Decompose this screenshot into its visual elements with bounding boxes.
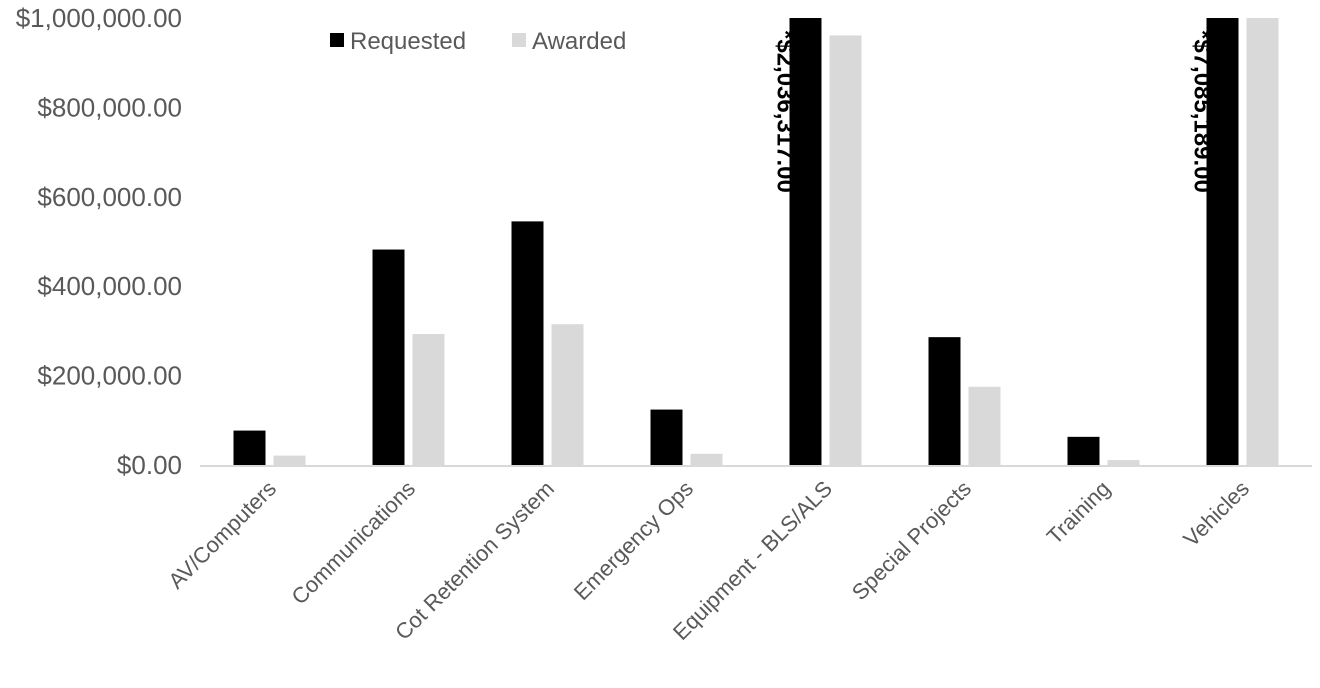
x-tick-label: Training: [1042, 476, 1115, 549]
bar-awarded: [1107, 460, 1140, 465]
bar-requested: [650, 409, 683, 465]
bar-requested: [372, 249, 405, 465]
bar-requested: [928, 337, 961, 465]
annotations: *$2,036,317.00 *$7,085,189.00: [772, 30, 1216, 193]
legend: Requested Awarded: [330, 28, 626, 55]
bar-annotation: *$2,036,317.00: [772, 30, 799, 193]
x-tick-label: Communications: [287, 476, 421, 610]
x-tick-label: Cot Retention System: [390, 476, 559, 645]
bar-awarded: [829, 35, 862, 466]
legend-label: Requested: [350, 28, 466, 55]
y-tick-label: $600,000.00: [37, 182, 182, 212]
bar-awarded: [412, 334, 445, 465]
bar-annotation: *$7,085,189.00: [1189, 30, 1216, 193]
legend-label: Awarded: [532, 28, 626, 55]
x-tick-label: Special Projects: [847, 476, 976, 605]
y-tick-label: $400,000.00: [37, 271, 182, 301]
y-tick-label: $1,000,000.00: [16, 3, 182, 33]
bar-requested: [1067, 436, 1100, 465]
bar-requested: [1206, 18, 1239, 465]
x-tick-label: Equipment - BLS/ALS: [668, 476, 837, 645]
bar-requested: [789, 18, 822, 465]
legend-swatch-awarded: [512, 33, 526, 47]
bar-awarded: [551, 324, 584, 465]
bar-requested: [233, 430, 266, 465]
y-tick-label: $0.00: [117, 450, 182, 480]
x-tick-label: Emergency Ops: [569, 476, 698, 605]
bar-awarded: [1246, 18, 1279, 465]
bar-awarded: [690, 453, 723, 465]
x-tick-label: Vehicles: [1178, 476, 1254, 552]
bar-requested: [511, 221, 544, 465]
y-axis-ticks: $0.00 $200,000.00 $400,000.00 $600,000.00 $8…: [16, 3, 182, 480]
legend-swatch-requested: [330, 33, 344, 47]
y-tick-label: $200,000.00: [37, 361, 182, 391]
bars: [233, 18, 1279, 466]
bar-awarded: [968, 386, 1001, 465]
x-tick-label: AV/Computers: [163, 476, 281, 594]
bar-awarded: [273, 455, 306, 465]
y-tick-label: $800,000.00: [37, 92, 182, 122]
